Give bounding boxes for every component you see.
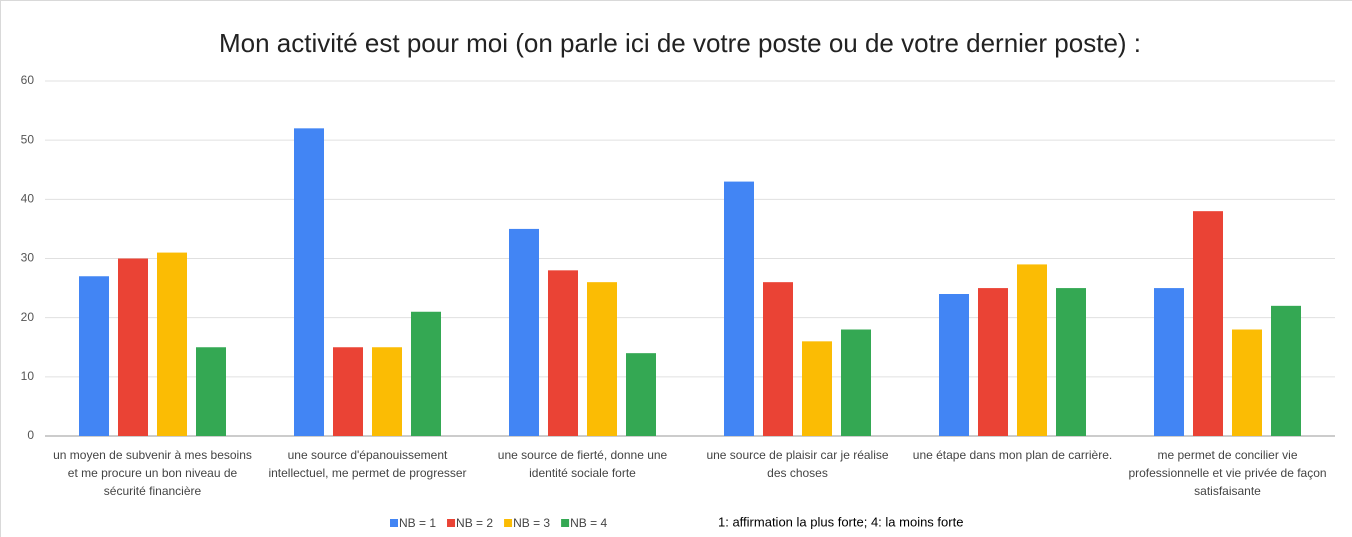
legend-label: NB = 1 — [399, 516, 436, 530]
bar — [626, 353, 656, 436]
bar — [1271, 305, 1301, 436]
legend-swatch — [504, 519, 513, 527]
bar — [1017, 264, 1047, 436]
bar — [841, 329, 871, 436]
x-tick-label: une source de fierté, donne une identité… — [497, 448, 668, 480]
bar — [978, 288, 1008, 436]
bar — [294, 128, 324, 437]
y-tick-label: 40 — [21, 192, 35, 206]
legend-label: NB = 3 — [513, 516, 550, 530]
chart-title: Mon activité est pour moi (on parle ici … — [219, 28, 1141, 58]
bar — [1056, 288, 1086, 436]
legend-label: NB = 2 — [456, 516, 493, 530]
legend-swatch — [561, 519, 570, 527]
y-tick-label: 20 — [21, 310, 35, 324]
bar — [1193, 211, 1223, 436]
y-tick-label: 0 — [27, 428, 34, 442]
legend-label: NB = 4 — [570, 516, 607, 530]
bar — [196, 347, 226, 436]
bar — [1232, 329, 1262, 436]
y-tick-label: 60 — [21, 73, 35, 87]
bar — [509, 228, 539, 436]
bar — [333, 347, 363, 436]
legend-swatch — [447, 519, 456, 527]
bar — [118, 258, 148, 436]
x-tick-label: me permet de concilier vie professionnel… — [1128, 448, 1327, 498]
x-tick-label: un moyen de subvenir à mes besoins et me… — [53, 448, 252, 498]
annotation: 1: affirmation la plus forte; 4: la moin… — [718, 514, 963, 529]
bar — [548, 270, 578, 436]
bar — [802, 341, 832, 436]
bar — [587, 282, 617, 436]
bar — [411, 311, 441, 436]
bar — [157, 252, 187, 436]
legend-swatch — [390, 519, 398, 527]
bar — [79, 276, 109, 436]
y-tick-label: 30 — [21, 251, 35, 265]
bar — [372, 347, 402, 436]
y-tick-label: 10 — [21, 369, 35, 383]
x-tick-label: une source d'épanouissement intellectuel… — [268, 448, 467, 480]
bar — [1154, 288, 1184, 436]
x-tick-label: une étape dans mon plan de carrière. — [912, 448, 1113, 462]
bar — [763, 282, 793, 436]
x-tick-label: une source de plaisir car je réalise des… — [706, 448, 889, 480]
bar — [939, 294, 969, 436]
bar — [724, 181, 754, 436]
y-tick-label: 50 — [21, 132, 35, 146]
